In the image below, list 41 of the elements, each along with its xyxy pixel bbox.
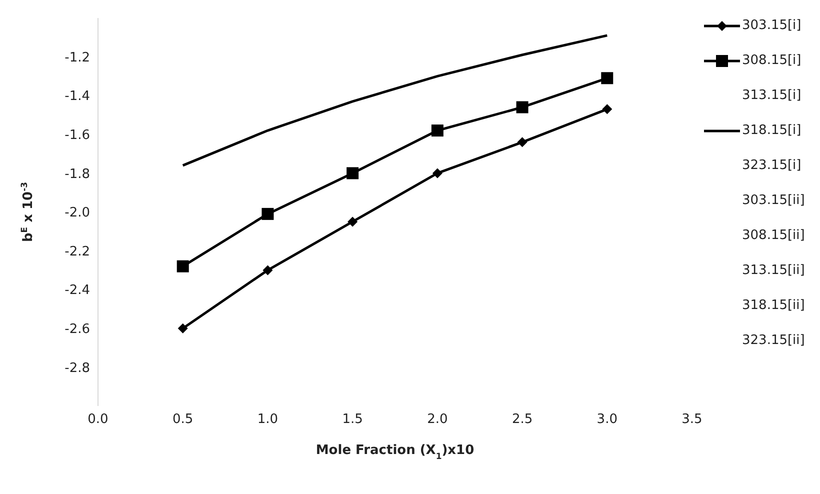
line-series bbox=[182, 34, 608, 167]
x-tick-label: 0.5 bbox=[172, 412, 194, 428]
y-tick-label: -2.8 bbox=[64, 360, 90, 376]
text: 318.15[ii] bbox=[742, 298, 805, 313]
point bbox=[176, 260, 189, 272]
y-tick-label: -2.0 bbox=[64, 206, 90, 221]
legend-label: 303.15[i] bbox=[742, 18, 802, 33]
point bbox=[348, 216, 358, 227]
y-tick-label: -1.6 bbox=[64, 128, 90, 144]
x-tick-label: 1.5 bbox=[342, 412, 363, 428]
legend-label: 308.15[i] bbox=[742, 53, 802, 68]
y-tick-label: -2.6 bbox=[64, 322, 90, 338]
text: 313.15[i] bbox=[742, 88, 802, 103]
y-tick-label: -2.2 bbox=[64, 244, 90, 260]
x-tick-label: 3.5 bbox=[682, 412, 702, 428]
y-tick-label: -1.2 bbox=[64, 50, 90, 66]
point bbox=[346, 167, 359, 180]
point bbox=[432, 168, 442, 178]
x-tick-label: 1.0 bbox=[257, 412, 278, 428]
text: 323.15[i] bbox=[742, 158, 802, 173]
point bbox=[516, 101, 528, 114]
point bbox=[262, 208, 274, 220]
y-tick-label: -2.4 bbox=[64, 283, 90, 298]
point bbox=[262, 265, 273, 276]
x-tick-label: 2.0 bbox=[427, 412, 448, 428]
point bbox=[517, 137, 528, 148]
legend-label: 318.15[i] bbox=[742, 123, 802, 138]
x-tick-label: 0.0 bbox=[88, 412, 108, 428]
y-tick-label: -1.4 bbox=[64, 89, 90, 104]
text: 323.15[ii] bbox=[742, 333, 805, 348]
point bbox=[178, 323, 188, 334]
point bbox=[601, 72, 614, 84]
text: 313.15[ii] bbox=[742, 263, 805, 278]
x-axis-title: Mole Fraction (X$_{1}$)x10 bbox=[316, 443, 474, 461]
text: 308.15[ii] bbox=[742, 228, 805, 243]
x-tick-label: 2.5 bbox=[512, 412, 533, 428]
y-tick-label: -1.8 bbox=[64, 166, 90, 182]
text: 303.15[ii] bbox=[742, 193, 805, 208]
point bbox=[431, 124, 444, 137]
x-tick-label: 3.0 bbox=[596, 412, 618, 428]
point bbox=[602, 104, 612, 114]
